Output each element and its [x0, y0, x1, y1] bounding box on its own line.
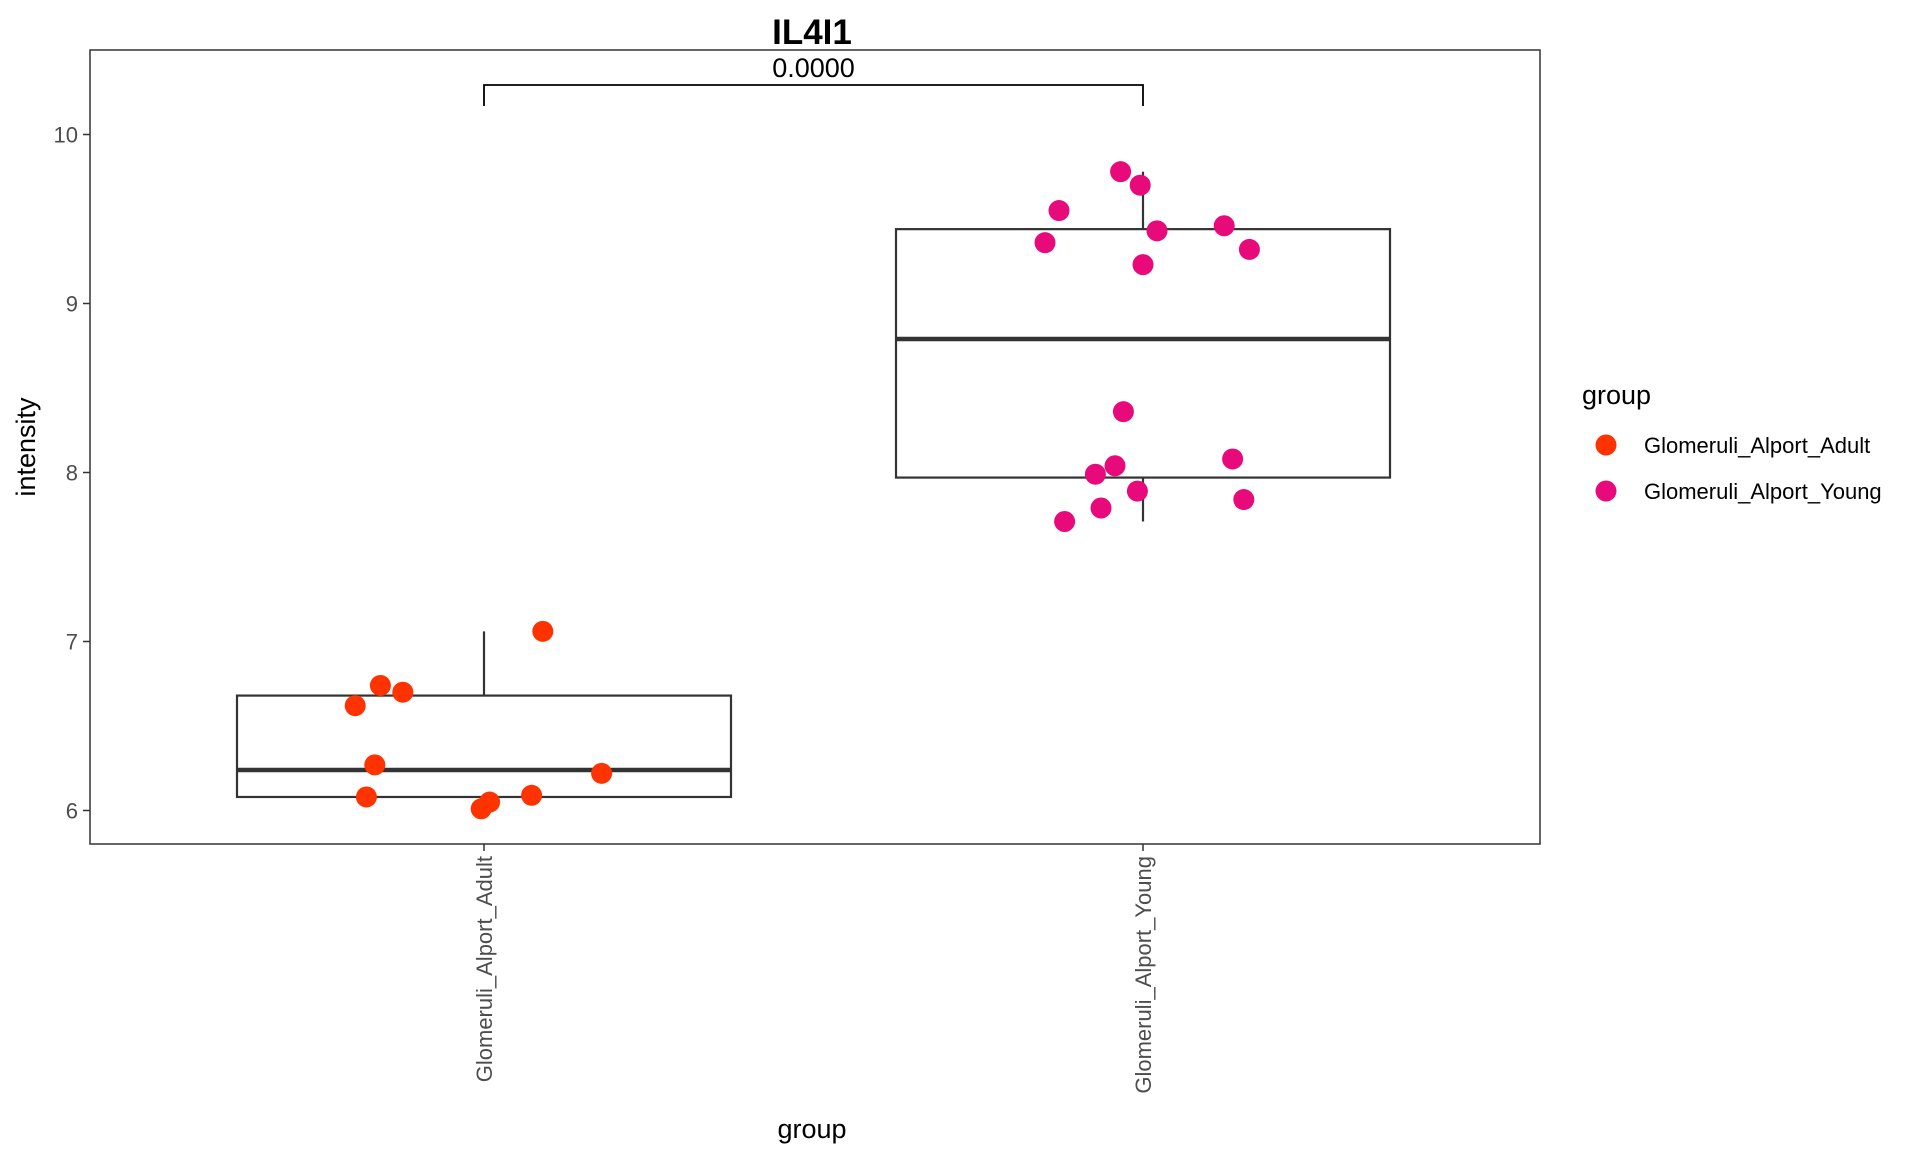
data-point — [1112, 401, 1134, 423]
point-layer — [344, 161, 1260, 820]
y-tick-label: 7 — [66, 630, 78, 655]
data-point — [364, 754, 386, 776]
x-axis: Glomeruli_Alport_Adult Glomeruli_Alport_Y… — [472, 844, 1156, 1094]
y-tick-label: 6 — [66, 799, 78, 824]
data-point — [1233, 489, 1255, 511]
data-point — [1054, 511, 1076, 533]
data-point — [392, 681, 414, 703]
data-point — [1238, 238, 1260, 260]
data-point — [1222, 448, 1244, 470]
significance-bracket: 0.0000 — [483, 53, 1144, 106]
data-point — [479, 791, 501, 813]
data-point — [1034, 232, 1056, 254]
data-point — [1146, 220, 1168, 242]
box-iqr — [235, 694, 733, 799]
data-point — [369, 674, 391, 696]
y-axis-title: intensity — [11, 397, 41, 497]
data-point — [1104, 455, 1126, 477]
legend-label: Glomeruli_Alport_Young — [1644, 479, 1882, 504]
data-point — [1090, 497, 1112, 519]
bracket-line — [483, 84, 1144, 106]
data-point — [355, 786, 377, 808]
chart-title: IL4I1 — [772, 13, 852, 52]
legend-key — [1595, 434, 1617, 456]
data-point — [1132, 254, 1154, 276]
legend-key — [1595, 480, 1617, 502]
data-point — [1126, 480, 1148, 502]
x-tick-label: Glomeruli_Alport_Young — [1131, 856, 1156, 1094]
x-tick-label: Glomeruli_Alport_Adult — [472, 856, 497, 1082]
data-point — [532, 620, 554, 642]
x-axis-title: group — [777, 1114, 846, 1144]
box-layer — [235, 171, 1392, 811]
legend-title: group — [1582, 380, 1651, 410]
legend-label: Glomeruli_Alport_Adult — [1644, 433, 1870, 458]
data-point — [1110, 161, 1132, 183]
data-point — [591, 762, 613, 784]
y-tick-label: 9 — [66, 292, 78, 317]
data-point — [1084, 463, 1106, 485]
data-point — [1129, 174, 1151, 196]
data-point — [1048, 200, 1070, 222]
data-point — [344, 695, 366, 717]
legend: group Glomeruli_Alport_Adult Glomeruli_Al… — [1582, 380, 1882, 504]
p-value-label: 0.0000 — [772, 53, 855, 83]
y-axis: 6 7 8 9 10 — [54, 123, 90, 824]
data-point — [1213, 215, 1235, 237]
data-point — [521, 784, 543, 806]
y-tick-label: 8 — [66, 461, 78, 486]
y-tick-label: 10 — [54, 123, 78, 148]
